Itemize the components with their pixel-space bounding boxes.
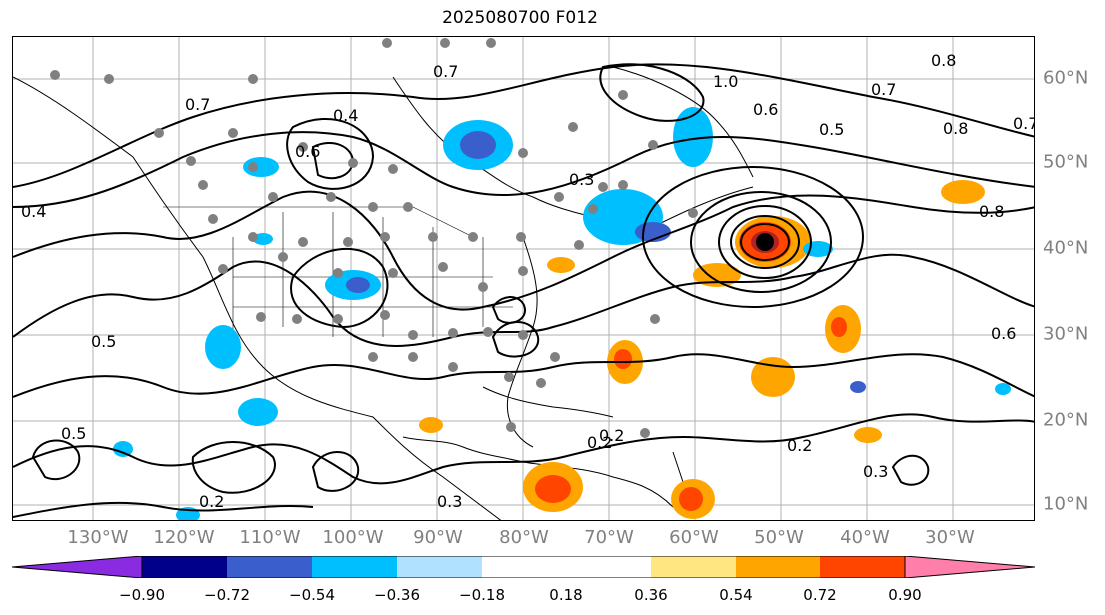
- lon-label: 40°W: [840, 527, 890, 548]
- lon-label: 60°W: [669, 527, 719, 548]
- lon-label: 110°W: [239, 527, 301, 548]
- lat-label: 50°N: [1043, 151, 1089, 173]
- contour-label: 0.2: [787, 436, 812, 455]
- contour-label: 0.5: [91, 332, 116, 351]
- contour-label: 0.6: [991, 324, 1016, 343]
- negative-shading: [113, 107, 1011, 520]
- lat-label: 60°N: [1043, 67, 1089, 89]
- station-dots: [50, 38, 698, 438]
- contour-label: 0.3: [569, 170, 594, 189]
- low-center-contours: [642, 166, 864, 308]
- map-title: 2025080700 F012: [442, 8, 598, 28]
- lon-label: 30°W: [925, 527, 975, 548]
- contour-label: 0.2: [599, 426, 624, 445]
- lon-label: 100°W: [322, 527, 384, 548]
- lat-label: 20°N: [1043, 409, 1089, 431]
- positive-shading: [419, 180, 985, 519]
- contour-label: 0.3: [437, 492, 462, 511]
- colorbar-tick: 0.18: [549, 586, 583, 604]
- contour-label: 0.6: [295, 142, 320, 161]
- contour-label: 0.7: [185, 95, 210, 114]
- contour-label: 0.7: [1013, 114, 1035, 133]
- colorbar-tick: −0.54: [289, 586, 335, 604]
- graticule: [13, 37, 1034, 520]
- contour-label: 0.8: [943, 119, 968, 138]
- contour-label: 0.4: [333, 106, 358, 125]
- lat-label: 10°N: [1043, 493, 1089, 515]
- lon-label: 80°W: [499, 527, 549, 548]
- colorbar-tick: 0.72: [803, 586, 837, 604]
- contour-label: 1.0: [713, 72, 738, 91]
- colorbar-tick: −0.90: [119, 586, 165, 604]
- contour-label: 0.3: [863, 462, 888, 481]
- contours: [13, 63, 1034, 518]
- colorbar-tick: 0.54: [719, 586, 753, 604]
- colorbar-tick: −0.36: [374, 586, 420, 604]
- contour-label: 0.2: [587, 433, 612, 452]
- map-panel[interactable]: 0.8 0.7 0.5 0.6 0.8 0.7 0.2 0.2 0.2 0.3 …: [12, 36, 1035, 521]
- colorbar: [12, 556, 1035, 578]
- lon-label: 70°W: [584, 527, 634, 548]
- contour-label: 0.6: [753, 100, 778, 119]
- map-canvas: 0.8 0.7 0.5 0.6 0.8 0.7 0.2 0.2 0.2 0.3 …: [13, 37, 1035, 520]
- contour-label: 0.2: [199, 492, 224, 511]
- contour-label: 0.5: [61, 424, 86, 443]
- contour-label: 0.7: [871, 80, 896, 99]
- contour-label: 0.7: [433, 62, 458, 81]
- lon-label: 120°W: [153, 527, 215, 548]
- colorbar-over-arrow: [904, 556, 1035, 578]
- contour-label: 0.5: [819, 120, 844, 139]
- colorbar-tick: 0.90: [888, 586, 922, 604]
- contour-label: 0.8: [931, 51, 956, 70]
- contour-labels: 0.8 0.7 0.5 0.6 0.8 0.7 0.2 0.2 0.2 0.3 …: [21, 51, 1035, 511]
- lon-label: 90°W: [413, 527, 463, 548]
- colorbar-tick: 0.36: [634, 586, 668, 604]
- colorbar-tick: −0.72: [204, 586, 250, 604]
- colorbar-tick: −0.18: [459, 586, 505, 604]
- lat-label: 30°N: [1043, 323, 1089, 345]
- lon-label: 50°W: [754, 527, 804, 548]
- contour-label: 0.4: [21, 202, 46, 221]
- storm-center-marker: [756, 233, 774, 251]
- colorbar-under-arrow: [12, 556, 143, 578]
- contour-label: 0.8: [979, 202, 1004, 221]
- lat-label: 40°N: [1043, 237, 1089, 259]
- lon-label: 130°W: [67, 527, 129, 548]
